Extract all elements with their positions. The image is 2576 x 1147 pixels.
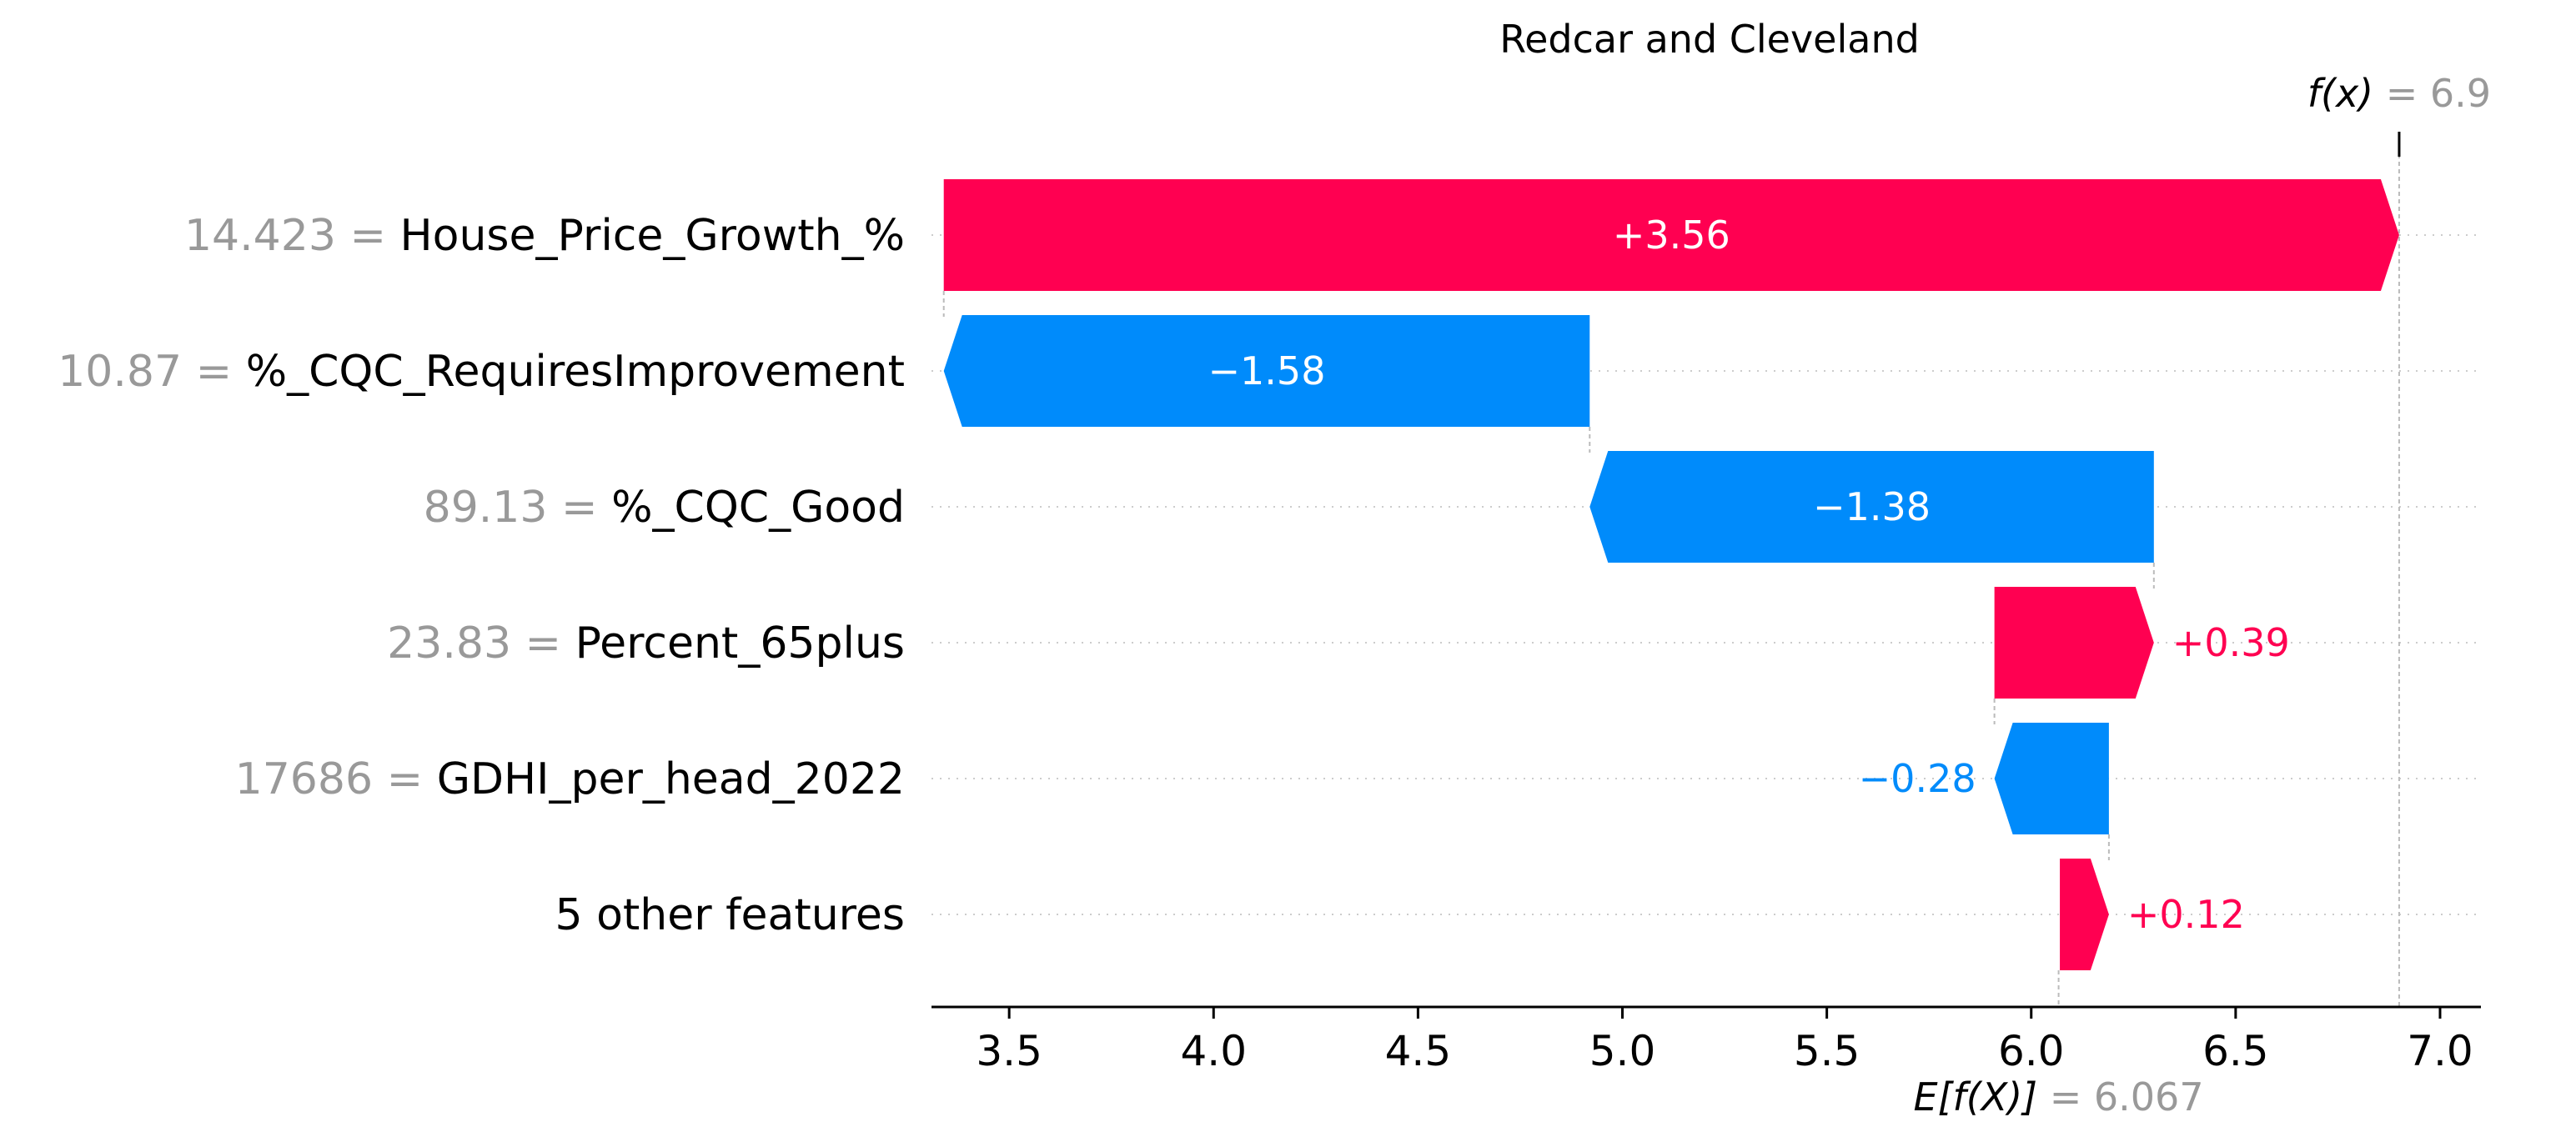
chart-title: Redcar and Cleveland (1499, 17, 1920, 62)
positive-bar (1994, 587, 2154, 699)
x-axis: 3.5 4.0 4.5 5.0 5.5 6.0 6.5 7.0 (931, 1005, 2481, 1075)
feature-value: 89.13 = (424, 483, 612, 533)
feature-label: 89.13 = %_CQC_Good (424, 483, 905, 533)
annotation-layer: f(x) = 6.9 E[f(X)] = 6.067 (1914, 71, 2492, 1119)
x-tick-label: 5.5 (1794, 1027, 1860, 1075)
feature-name: 5 other features (555, 890, 905, 940)
feature-label: 23.83 = Percent_65plus (387, 619, 905, 669)
connector-layer (942, 132, 2401, 1007)
expected-value: = 6.067 (2050, 1074, 2204, 1119)
label-layer: +3.56 14.423 = House_Price_Growth_% −1.58 1… (58, 211, 2290, 940)
x-tick-label: 7.0 (2407, 1027, 2473, 1075)
feature-value: 17686 = (235, 754, 437, 804)
bar-value-label: −0.28 (1859, 756, 1976, 801)
bar-layer (943, 179, 2399, 970)
feature-value: 23.83 = (387, 619, 575, 669)
bar-value-label: +0.12 (2127, 892, 2245, 937)
feature-label: 17686 = GDHI_per_head_2022 (235, 754, 905, 804)
bar-value-label: −1.38 (1813, 484, 1931, 529)
bar-value-label: +0.39 (2172, 620, 2290, 665)
bar-value-label: −1.58 (1208, 348, 1326, 393)
feature-name: GDHI_per_head_2022 (437, 754, 905, 804)
feature-label: 14.423 = House_Price_Growth_% (184, 211, 905, 261)
x-tick-label: 3.5 (976, 1027, 1042, 1075)
bar-value-label: +3.56 (1613, 213, 1730, 258)
x-tick-label: 6.5 (2202, 1027, 2269, 1075)
feature-label: 10.87 = %_CQC_RequiresImprovement (58, 347, 905, 397)
x-tick-label: 4.5 (1385, 1027, 1452, 1075)
negative-bar (943, 315, 1590, 427)
feature-label: 5 other features (555, 890, 905, 940)
output-value: = 6.9 (2386, 71, 2491, 116)
feature-name: House_Price_Growth_% (400, 211, 905, 261)
positive-bar (2060, 859, 2109, 970)
expected-symbol: E[f(X)] (1914, 1074, 2050, 1119)
negative-bar (1994, 723, 2109, 834)
output-value-label: f(x) = 6.9 (2307, 71, 2491, 116)
feature-value: 14.423 = (184, 211, 400, 261)
negative-bar (1589, 451, 2154, 563)
x-tick-label: 4.0 (1180, 1027, 1247, 1075)
x-tick-label: 6.0 (1998, 1027, 2065, 1075)
output-symbol: f(x) (2307, 71, 2386, 116)
feature-value: 10.87 = (58, 347, 246, 397)
feature-name: %_CQC_Good (611, 483, 905, 533)
expected-value-label: E[f(X)] = 6.067 (1914, 1074, 2204, 1119)
feature-name: %_CQC_RequiresImprovement (246, 347, 905, 397)
x-tick-label: 5.0 (1589, 1027, 1656, 1075)
feature-name: Percent_65plus (575, 619, 905, 669)
positive-bar (943, 179, 2399, 291)
